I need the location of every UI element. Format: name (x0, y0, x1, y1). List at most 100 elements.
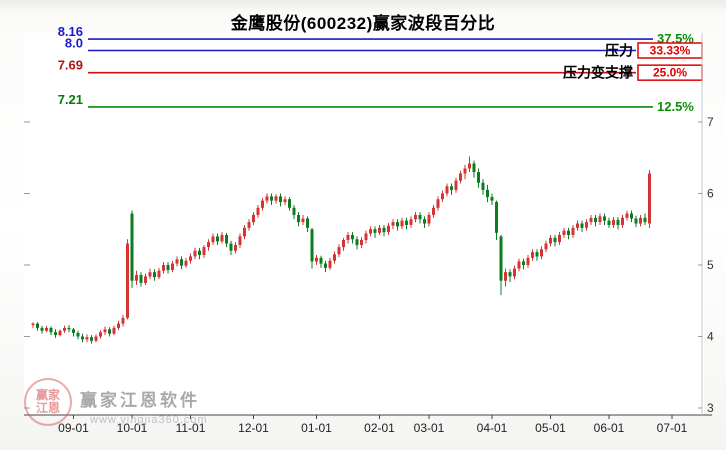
candle-body (76, 332, 80, 337)
candle-body (598, 216, 602, 223)
candle-body (220, 234, 224, 242)
candle-body (121, 317, 125, 324)
candle-body (580, 223, 584, 228)
level-pct-label: 25.0% (653, 66, 687, 80)
candle-body (117, 323, 120, 328)
candle-body (427, 214, 431, 224)
candle-body (382, 227, 386, 233)
level-price-label: 8.16 (58, 24, 83, 39)
candle-body (297, 214, 300, 223)
candle-body (517, 261, 521, 269)
x-axis-label: 03-01 (414, 421, 445, 435)
candle-body (126, 243, 129, 318)
candle-body (112, 327, 116, 334)
candle-body (36, 323, 39, 328)
candle-body (153, 272, 156, 278)
candle-body (364, 233, 368, 240)
y-axis-label: 7 (707, 115, 714, 129)
candle-body (585, 222, 588, 228)
candle-body (346, 234, 350, 240)
candle-body (324, 263, 327, 268)
level-name-label: 压力 (605, 43, 633, 59)
candle-body (99, 332, 102, 337)
candle-body (103, 329, 107, 333)
candle-body (292, 207, 296, 215)
candle-body (387, 225, 390, 233)
candle-body (81, 336, 84, 340)
candle-body (616, 219, 620, 225)
level-pct-label: 12.5% (657, 99, 694, 114)
candle-body (612, 219, 615, 225)
candle-body (396, 222, 399, 227)
candle-body (225, 234, 228, 244)
candle-body (589, 217, 593, 223)
plot-background (24, 33, 704, 415)
candle-body (148, 272, 152, 277)
candle-body (63, 327, 66, 331)
x-axis-label: 11-01 (176, 421, 206, 435)
candle-body (90, 337, 93, 341)
candle-body (270, 196, 273, 201)
candle-body (310, 229, 314, 262)
candle-body (562, 230, 566, 235)
candle-body (319, 257, 323, 264)
x-axis-label: 12-01 (238, 421, 269, 435)
x-axis-label: 06-01 (594, 421, 625, 435)
y-axis-label: 4 (707, 330, 714, 344)
candle-body (472, 163, 476, 173)
candle-body (378, 227, 381, 233)
candle-body (135, 275, 138, 281)
candle-body (283, 199, 287, 203)
candle-body (243, 227, 246, 237)
candle-body (252, 214, 255, 223)
candle-body (256, 207, 260, 215)
x-axis-label: 10-01 (117, 421, 148, 435)
candle-body (58, 330, 62, 336)
candle-body (409, 219, 413, 225)
candle-body (508, 272, 512, 277)
x-axis-label: 01-01 (301, 421, 332, 435)
candle-body (594, 217, 597, 223)
candle-body (603, 216, 606, 221)
candle-body (279, 196, 282, 203)
candle-body (162, 265, 165, 271)
candle-body (526, 257, 530, 265)
candle-body (67, 327, 71, 330)
candle-body (391, 222, 395, 226)
candle-body (355, 239, 359, 245)
candle-body (157, 270, 161, 278)
candle-body (414, 214, 417, 220)
candle-body (454, 180, 458, 190)
chart-title: 金鹰股份(600232)赢家波段百分比 (230, 14, 496, 33)
candle-body (373, 229, 377, 233)
candle-body (490, 197, 494, 201)
candle-body (544, 243, 548, 250)
candle-body (31, 323, 35, 326)
x-axis-label: 07-01 (657, 421, 688, 435)
candle-body (234, 244, 237, 251)
candle-body (351, 234, 354, 240)
x-axis-label: 02-01 (364, 421, 395, 435)
candle-body (229, 243, 233, 251)
candle-body (216, 236, 219, 242)
candle-body (315, 257, 318, 262)
candle-body (369, 229, 372, 234)
candle-body (198, 250, 201, 255)
candle-body (94, 336, 98, 341)
candle-body (342, 239, 345, 248)
candle-body (333, 254, 336, 261)
candle-body (423, 219, 426, 224)
candle-body (360, 239, 363, 245)
y-axis-label: 3 (707, 401, 714, 415)
y-axis-label: 6 (707, 187, 714, 201)
candle-body (625, 213, 629, 218)
candle-body (184, 260, 188, 266)
candle-body (175, 259, 179, 264)
x-axis-label: 04-01 (477, 421, 508, 435)
x-axis-label: 05-01 (535, 421, 566, 435)
candle-body (648, 173, 651, 224)
candle-body (54, 332, 57, 336)
candle-body (504, 272, 507, 281)
candle-body (139, 275, 143, 283)
